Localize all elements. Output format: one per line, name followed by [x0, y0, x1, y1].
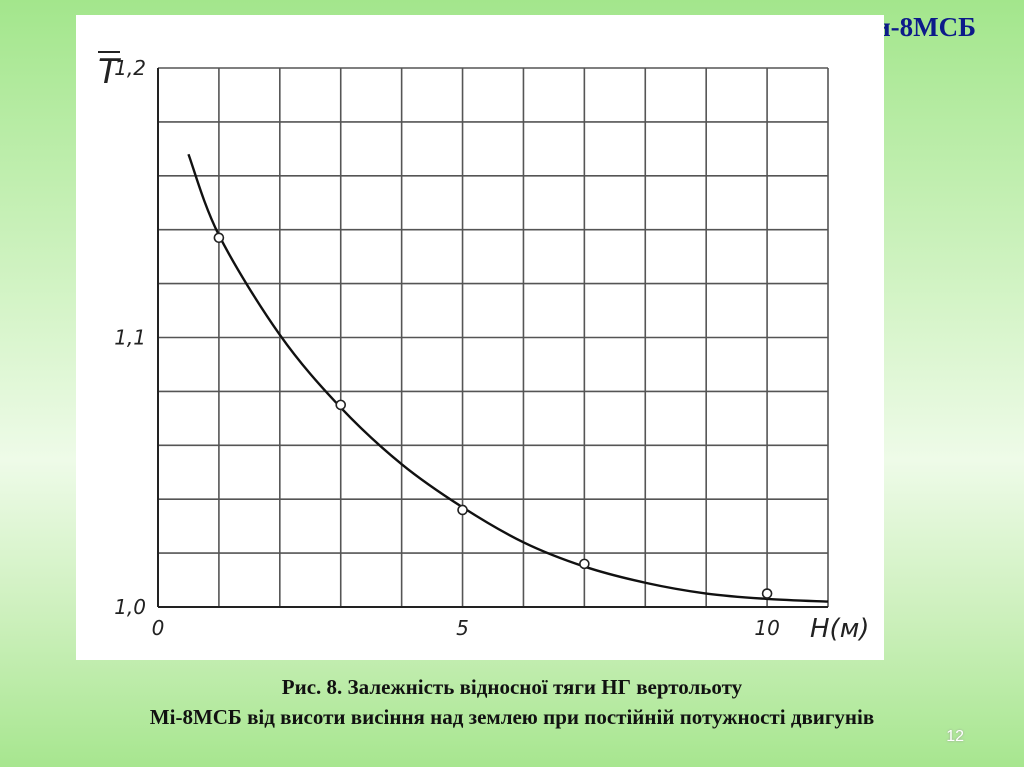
- grid: [157, 67, 829, 608]
- y-tick-label: 1,0: [114, 595, 146, 619]
- thrust-curve: [187, 153, 829, 603]
- caption-line-1: Рис. 8. Залежність відносної тяги НГ вер…: [281, 675, 743, 699]
- data-point: [213, 232, 225, 244]
- x-tick-label: 10: [754, 616, 779, 640]
- data-point: [457, 504, 468, 516]
- y-tick-label: 1,1: [114, 326, 146, 350]
- slide-number: 12: [946, 728, 964, 745]
- x-tick-label: 0: [152, 616, 165, 640]
- data-point: [579, 558, 590, 570]
- labels-layer: 1,0 1,1 1,2 0 5 10 T H(м): [98, 51, 869, 644]
- y-axis-label: T: [98, 52, 121, 92]
- x-axis-label: H(м): [810, 614, 869, 644]
- points-layer: [213, 232, 773, 599]
- figure-caption: Рис. 8. Залежність відносної тяги НГ вер…: [0, 672, 1024, 732]
- data-point: [335, 399, 347, 411]
- caption-line-2: Мі-8МСБ від висоти висіння над землею пр…: [149, 705, 875, 729]
- y-tick-label: 1,2: [114, 56, 146, 80]
- curve-layer: [187, 153, 829, 603]
- x-tick-label: 5: [456, 616, 469, 640]
- thrust-chart: 1,0 1,1 1,2 0 5 10 T H(м): [98, 51, 869, 644]
- figure-panel: 1,0 1,1 1,2 0 5 10 T H(м): [76, 15, 884, 660]
- data-point: [761, 588, 773, 599]
